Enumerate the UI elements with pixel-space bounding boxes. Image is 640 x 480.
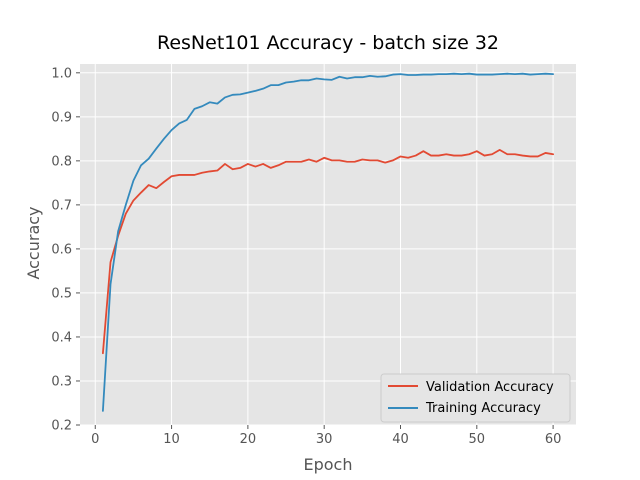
validation-accuracy-line [101, 148, 555, 355]
x-tick-label: 20 [240, 432, 257, 447]
x-tick-label: 30 [316, 432, 333, 447]
grid-lines [80, 64, 576, 426]
x-tick-label: 50 [469, 432, 486, 447]
axis-ticks: 0 10 20 30 40 50 60 0.2 0.3 0.4 0.5 0.6 0.7 0.8 0.9 1.0 [51, 66, 561, 447]
legend-box [380, 373, 571, 423]
chart-title: ResNet101 Accuracy - batch size 32 [157, 32, 499, 54]
series-lines [101, 72, 555, 412]
x-tick-label: 40 [392, 432, 409, 447]
y-tick-label: 0.2 [51, 419, 72, 434]
y-tick-label: 0.8 [51, 154, 72, 169]
x-tick-label: 10 [163, 432, 180, 447]
y-tick-label: 0.6 [51, 242, 72, 257]
y-tick-label: 0.9 [51, 110, 72, 125]
y-tick-label: 0.4 [51, 330, 72, 345]
y-tick-label: 0.5 [51, 286, 72, 301]
y-tick-label: 1.0 [51, 66, 72, 81]
x-axis-label: Epoch [304, 455, 353, 474]
x-tick-label: 0 [91, 432, 99, 447]
legend-label-training: Training Accuracy [425, 401, 541, 416]
plot-area [80, 64, 576, 425]
y-tick-label: 0.7 [51, 198, 72, 213]
legend-label-validation: Validation Accuracy [426, 380, 554, 395]
training-accuracy-line [101, 72, 555, 412]
y-axis-label: Accuracy [24, 206, 43, 279]
legend: Validation Accuracy Training Accuracy [380, 373, 571, 423]
y-tick-label: 0.3 [51, 374, 72, 389]
x-tick-label: 60 [545, 432, 562, 447]
